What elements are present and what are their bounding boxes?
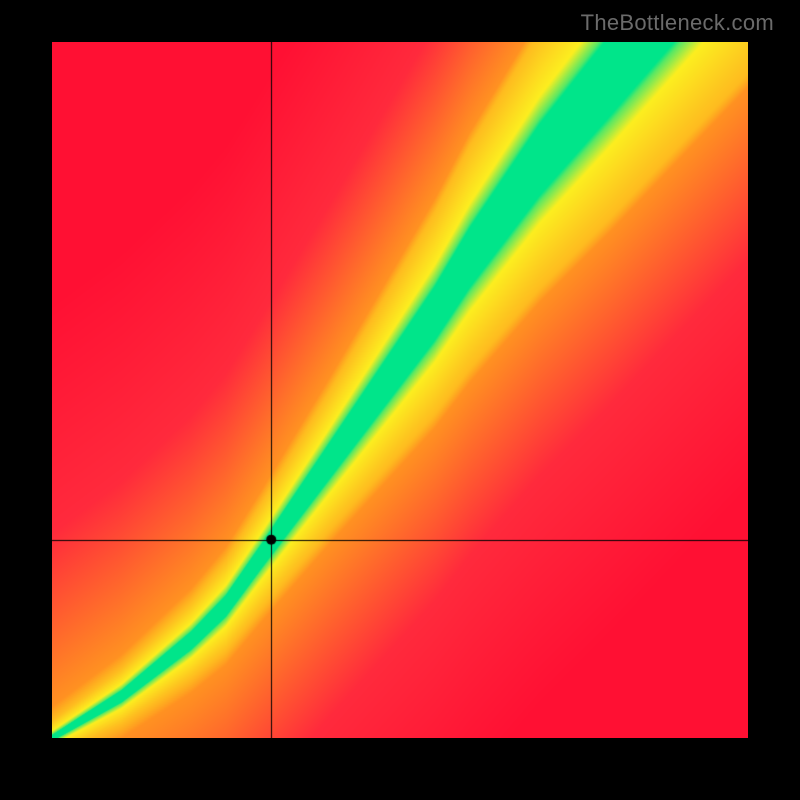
watermark-text: TheBottleneck.com <box>581 10 774 36</box>
heatmap-canvas <box>52 42 748 738</box>
figure-root: TheBottleneck.com <box>0 0 800 800</box>
heatmap-plot <box>52 42 748 738</box>
